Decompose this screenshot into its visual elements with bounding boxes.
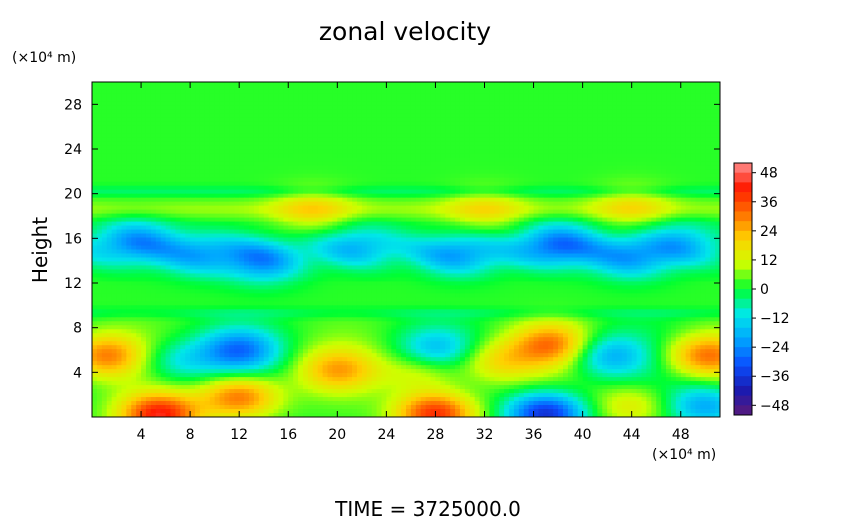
colorbar-swatch bbox=[734, 279, 752, 290]
colorbar-swatch bbox=[734, 298, 752, 309]
colorbar-label: −12 bbox=[760, 311, 790, 327]
colorbar-label: 48 bbox=[760, 166, 778, 182]
time-label: TIME = 3725000.0 bbox=[334, 497, 521, 519]
colorbar-swatch bbox=[734, 376, 752, 387]
x-tick-label: 4 bbox=[137, 427, 146, 443]
colorbar: 48 36 24 12 0 −12 −24 −36 −48 bbox=[733, 162, 790, 416]
colorbar-label: −24 bbox=[760, 340, 790, 356]
colorbar-swatch bbox=[734, 318, 752, 329]
colorbar-label: −48 bbox=[760, 398, 790, 414]
colorbar-swatch bbox=[734, 201, 752, 212]
y-axis-unit: (×10⁴ m) bbox=[12, 50, 76, 66]
colorbar-swatch bbox=[734, 366, 752, 377]
colorbar-swatch bbox=[734, 192, 752, 203]
y-tick-label: 20 bbox=[64, 187, 82, 203]
colorbar-label: 0 bbox=[760, 282, 769, 298]
x-tick-label: 28 bbox=[427, 427, 445, 443]
y-tick-label: 24 bbox=[64, 142, 82, 158]
heatmap-cells bbox=[92, 82, 720, 417]
colorbar-swatch bbox=[734, 182, 752, 193]
x-tick-label: 32 bbox=[476, 427, 494, 443]
colorbar-swatch bbox=[734, 230, 752, 241]
x-tick-label: 8 bbox=[186, 427, 195, 443]
heatmap-plot-area bbox=[91, 81, 721, 418]
colorbar-swatch bbox=[734, 240, 752, 251]
y-tick-label: 4 bbox=[73, 365, 82, 381]
colorbar-label: 36 bbox=[760, 195, 778, 211]
x-tick-label: 20 bbox=[328, 427, 346, 443]
colorbar-swatch bbox=[734, 289, 752, 300]
plot-frame bbox=[91, 81, 721, 418]
y-tick-label: 28 bbox=[64, 97, 82, 113]
x-tick-label: 40 bbox=[574, 427, 592, 443]
colorbar-swatch bbox=[734, 211, 752, 222]
colorbar-swatch bbox=[734, 395, 752, 406]
colorbar-swatch bbox=[734, 385, 752, 397]
x-axis-ticks: 4 8 12 16 20 24 28 32 36 40 44 48 bbox=[137, 82, 690, 443]
y-axis-label: Height bbox=[28, 217, 52, 283]
x-tick-label: 24 bbox=[377, 427, 395, 443]
colorbar-swatch bbox=[734, 172, 752, 183]
colorbar-swatch bbox=[734, 347, 752, 358]
colorbar-swatch bbox=[734, 308, 752, 319]
x-tick-label: 36 bbox=[525, 427, 543, 443]
colorbar-swatch bbox=[734, 163, 752, 174]
x-tick-label: 48 bbox=[672, 427, 690, 443]
y-tick-label: 12 bbox=[64, 276, 82, 292]
colorbar-swatch bbox=[734, 337, 752, 348]
colorbar-label: −36 bbox=[760, 369, 790, 385]
colorbar-swatch bbox=[734, 250, 752, 261]
x-tick-label: 12 bbox=[230, 427, 248, 443]
y-axis-ticks: 4 8 12 16 20 24 28 bbox=[64, 97, 720, 381]
chart-title: zonal velocity bbox=[319, 17, 491, 46]
x-axis-unit: (×10⁴ m) bbox=[652, 447, 716, 463]
x-tick-label: 44 bbox=[623, 427, 641, 443]
colorbar-label: 12 bbox=[760, 253, 778, 269]
colorbar-swatch bbox=[734, 405, 752, 416]
x-tick-label: 16 bbox=[279, 427, 297, 443]
colorbar-label: 24 bbox=[760, 224, 778, 240]
y-tick-label: 16 bbox=[64, 231, 82, 247]
colorbar-swatch bbox=[734, 221, 752, 232]
colorbar-swatch bbox=[734, 327, 752, 338]
colorbar-swatch bbox=[734, 269, 752, 280]
y-tick-label: 8 bbox=[73, 321, 82, 337]
colorbar-swatch bbox=[734, 259, 752, 271]
colorbar-swatch bbox=[734, 356, 752, 367]
